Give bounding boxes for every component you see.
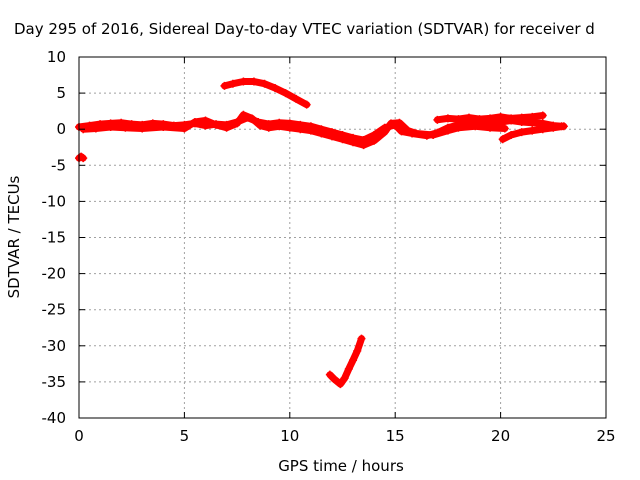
data-point <box>264 123 273 132</box>
y-tick-label: -25 <box>42 301 67 319</box>
data-point <box>271 84 280 93</box>
x-tick-label: 20 <box>491 427 510 445</box>
y-tick-label: -15 <box>42 229 67 247</box>
data-point <box>239 77 248 86</box>
data-point <box>433 115 442 124</box>
x-tick-label: 0 <box>74 427 84 445</box>
data-point <box>486 123 495 132</box>
data-point <box>330 375 339 384</box>
gridlines <box>79 57 606 418</box>
data-point <box>325 370 334 379</box>
data-point <box>292 94 301 103</box>
y-tick-label: -40 <box>42 409 67 427</box>
data-point <box>201 116 210 125</box>
data-point <box>138 124 147 133</box>
data-point <box>317 129 326 138</box>
data-point <box>296 125 305 134</box>
chart-title: Day 295 of 2016, Sidereal Day-to-day VTE… <box>14 20 595 38</box>
data-point <box>349 356 358 365</box>
data-point <box>249 77 258 86</box>
x-axis-label: GPS time / hours <box>278 457 404 475</box>
data-point <box>121 123 130 132</box>
data-point <box>538 111 547 120</box>
data-point <box>496 112 505 121</box>
data-point <box>559 122 568 131</box>
data-point <box>260 79 269 88</box>
y-tick-label: -35 <box>42 373 67 391</box>
data-point <box>220 81 229 90</box>
data-point <box>517 113 526 122</box>
data-point <box>239 110 248 119</box>
y-tick-label: 10 <box>47 48 66 66</box>
data-point <box>338 135 347 144</box>
data-point <box>106 123 115 132</box>
data-point <box>349 138 358 147</box>
x-tick-label: 5 <box>180 427 190 445</box>
data-point <box>507 114 516 123</box>
data-point <box>471 122 480 131</box>
data-point <box>443 114 452 123</box>
data-point <box>222 123 231 132</box>
data-point <box>353 346 362 355</box>
data-point <box>498 135 507 144</box>
data-points <box>75 77 568 389</box>
data-point <box>306 126 315 135</box>
data-point <box>549 123 558 132</box>
x-tick-label: 15 <box>386 427 405 445</box>
y-axis-label: SDTVAR / TECUs <box>5 175 23 298</box>
data-point <box>500 124 509 133</box>
y-tick-label: -30 <box>42 337 67 355</box>
data-point <box>475 115 484 124</box>
data-point <box>336 380 345 389</box>
data-point <box>464 113 473 122</box>
data-point <box>454 123 463 132</box>
data-point <box>454 115 463 124</box>
data-point <box>302 100 311 109</box>
data-point <box>285 123 294 132</box>
data-point <box>247 114 256 123</box>
axis-ticks: 0 5 10 15 20 25 10 5 0 -5 -10 -15 -20 -25 -30 -35 -40 <box>42 48 616 445</box>
data-point <box>357 334 366 343</box>
data-point <box>275 122 284 131</box>
data-point <box>228 79 237 88</box>
data-point <box>429 130 438 139</box>
data-point <box>528 112 537 121</box>
data-point <box>443 126 452 135</box>
data-point <box>340 374 349 383</box>
data-point <box>180 124 189 133</box>
data-point <box>159 123 168 132</box>
y-tick-label: -20 <box>42 265 67 283</box>
y-tick-label: 0 <box>56 120 66 138</box>
x-tick-label: 25 <box>596 427 615 445</box>
y-tick-label: 5 <box>56 84 66 102</box>
y-tick-label: -10 <box>42 192 67 210</box>
data-point <box>359 141 368 150</box>
data-point <box>412 129 421 138</box>
data-point <box>486 114 495 123</box>
data-point <box>370 136 379 145</box>
plot-frame <box>78 56 607 419</box>
data-point <box>79 154 88 163</box>
y-tick-label: -5 <box>51 156 66 174</box>
data-point <box>233 119 242 128</box>
data-point <box>517 128 526 137</box>
data-point <box>528 126 537 135</box>
data-point <box>281 89 290 98</box>
data-point <box>380 128 389 137</box>
data-point <box>403 126 412 135</box>
data-point <box>507 130 516 139</box>
data-point <box>91 124 100 133</box>
data-point <box>395 118 404 127</box>
data-point <box>344 364 353 373</box>
x-tick-label: 10 <box>280 427 299 445</box>
data-point <box>212 120 221 129</box>
data-point <box>386 119 395 128</box>
data-point <box>538 125 547 134</box>
data-point <box>327 132 336 141</box>
data-point <box>256 121 265 130</box>
data-point <box>190 117 199 126</box>
